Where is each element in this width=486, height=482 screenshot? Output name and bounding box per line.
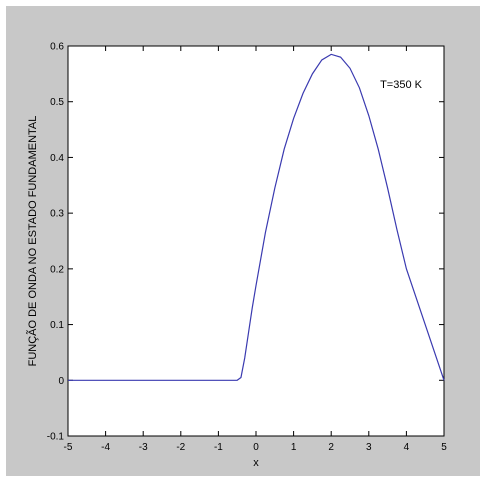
x-tick-label: 5 [441, 442, 447, 453]
x-tick-label: -4 [101, 442, 110, 453]
y-axis-label: FUNÇÃO DE ONDA NO ESTADO FUNDAMENTAL [26, 116, 39, 367]
x-tick-label: 4 [404, 442, 410, 453]
plot-area [67, 45, 445, 437]
x-tick-label: 0 [253, 442, 259, 453]
x-tick-label: -1 [214, 442, 223, 453]
line-chart: -5 -4 -3 -2 -1 0 1 2 3 4 5-0.100.10.20.30.40.50.6 … [26, 42, 447, 470]
series-line [68, 53, 445, 381]
tick-labels: -5 -4 -3 -2 -1 0 1 2 3 4 5 -0.1 0 0.1 0.2 0.3 0.4 0.5 0.6 [47, 42, 447, 454]
y-tick-label: 0.5 [50, 97, 64, 108]
y-tick-label: -0.1 [47, 432, 65, 443]
y-tick-label: 0.1 [50, 320, 64, 331]
x-tick-label: -3 [139, 442, 148, 453]
x-tick-label: 1 [291, 442, 297, 453]
annotation-label: T=350 K [380, 79, 423, 91]
y-tick-label: 0 [58, 376, 64, 387]
y-tick-label: 0.4 [50, 153, 64, 164]
x-tick-label: 2 [328, 442, 334, 453]
x-tick-label: -5 [64, 442, 73, 453]
y-tick-label: 0.6 [50, 42, 64, 53]
x-axis-label: x [253, 457, 259, 469]
x-tick-label: 3 [366, 442, 372, 453]
x-tick-label: -2 [176, 442, 185, 453]
y-tick-label: 0.2 [50, 264, 64, 275]
figure-background: -5 -4 -3 -2 -1 0 1 2 3 4 5 -0.1 0 0.1 0.2 0.3 0.4 0.5 0.6 … [6, 6, 480, 476]
y-tick-label: 0.3 [50, 209, 64, 220]
